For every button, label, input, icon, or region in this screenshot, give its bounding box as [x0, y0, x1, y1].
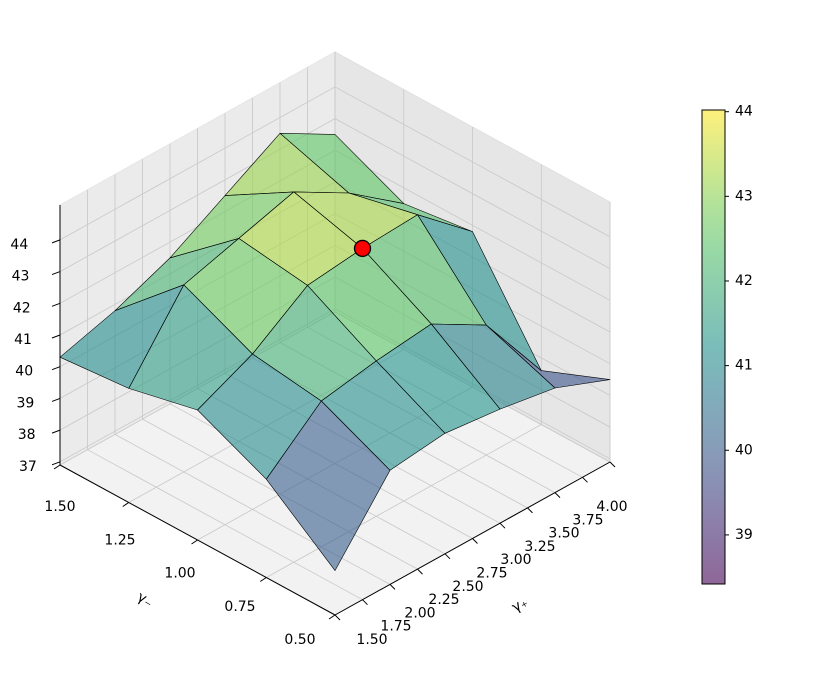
z-tick — [51, 271, 61, 276]
x-tick — [417, 568, 423, 575]
x-tick — [499, 522, 506, 529]
y-tick — [53, 464, 61, 470]
x-tick — [472, 538, 478, 544]
z-tick — [51, 366, 61, 371]
x-tick-label: 4.00 — [596, 499, 627, 515]
colorbar-tick-label: 42 — [735, 273, 753, 289]
x-tick-label: 3.75 — [572, 512, 603, 528]
colorbar-tick-label: 44 — [735, 104, 753, 120]
x-axis-label: γ₊ — [509, 594, 531, 616]
z-tick-label: 44 — [10, 237, 28, 253]
surface-patch — [265, 400, 391, 571]
x-tick-label: 1.50 — [356, 632, 387, 648]
y-tick-label: 1.00 — [164, 566, 195, 582]
y-tick-label: 1.25 — [104, 532, 135, 548]
highlight-point — [353, 239, 372, 258]
z-tick — [51, 429, 61, 434]
colorbar-tick-label: 43 — [735, 188, 753, 204]
x-tick — [582, 476, 588, 483]
grid-line — [59, 86, 611, 241]
colorbar — [701, 109, 726, 585]
z-tick-label: 40 — [15, 364, 33, 380]
x-tick — [362, 599, 368, 606]
x-tick-label: 1.75 — [380, 619, 411, 635]
z-tick — [51, 334, 61, 339]
z-tick — [51, 461, 61, 466]
x-tick-label: 3.00 — [500, 552, 531, 568]
grid-line — [59, 118, 611, 272]
z-tick-label: 43 — [12, 269, 30, 285]
y-tick-label: 0.75 — [224, 599, 255, 615]
x-tick — [527, 507, 533, 514]
x-tick-label: 3.50 — [548, 526, 579, 542]
colorbar-tick-label: 41 — [735, 358, 753, 374]
x-tick — [389, 584, 396, 590]
z-tick-label: 38 — [18, 427, 36, 443]
z-tick — [51, 397, 61, 402]
colorbar-tick-label: 40 — [735, 442, 753, 458]
x-tick — [554, 492, 561, 498]
x-tick-label: 2.00 — [404, 605, 435, 621]
y-tick-label: 1.50 — [44, 499, 75, 515]
x-tick — [444, 553, 451, 560]
y-tick — [259, 577, 267, 582]
x-tick-label: 2.75 — [476, 566, 507, 582]
y-axis-label: γ₋ — [134, 589, 156, 611]
x-tick — [609, 461, 616, 468]
z-tick-label: 39 — [17, 395, 35, 411]
z-tick-label: 41 — [14, 332, 32, 348]
z-tick-label: 37 — [19, 459, 37, 475]
x-tick-label: 2.50 — [452, 579, 483, 595]
x-tick-label: 2.25 — [428, 592, 459, 608]
y-tick-label: 0.50 — [284, 632, 315, 648]
x-tick-label: 3.25 — [524, 539, 555, 555]
x-tick — [334, 614, 341, 621]
y-tick — [328, 614, 336, 620]
y-tick — [122, 502, 130, 507]
z-tick — [51, 302, 61, 307]
colorbar-tick-label: 39 — [735, 527, 753, 543]
z-tick — [51, 239, 61, 244]
y-tick — [191, 539, 198, 545]
z-tick-label: 42 — [13, 300, 31, 316]
